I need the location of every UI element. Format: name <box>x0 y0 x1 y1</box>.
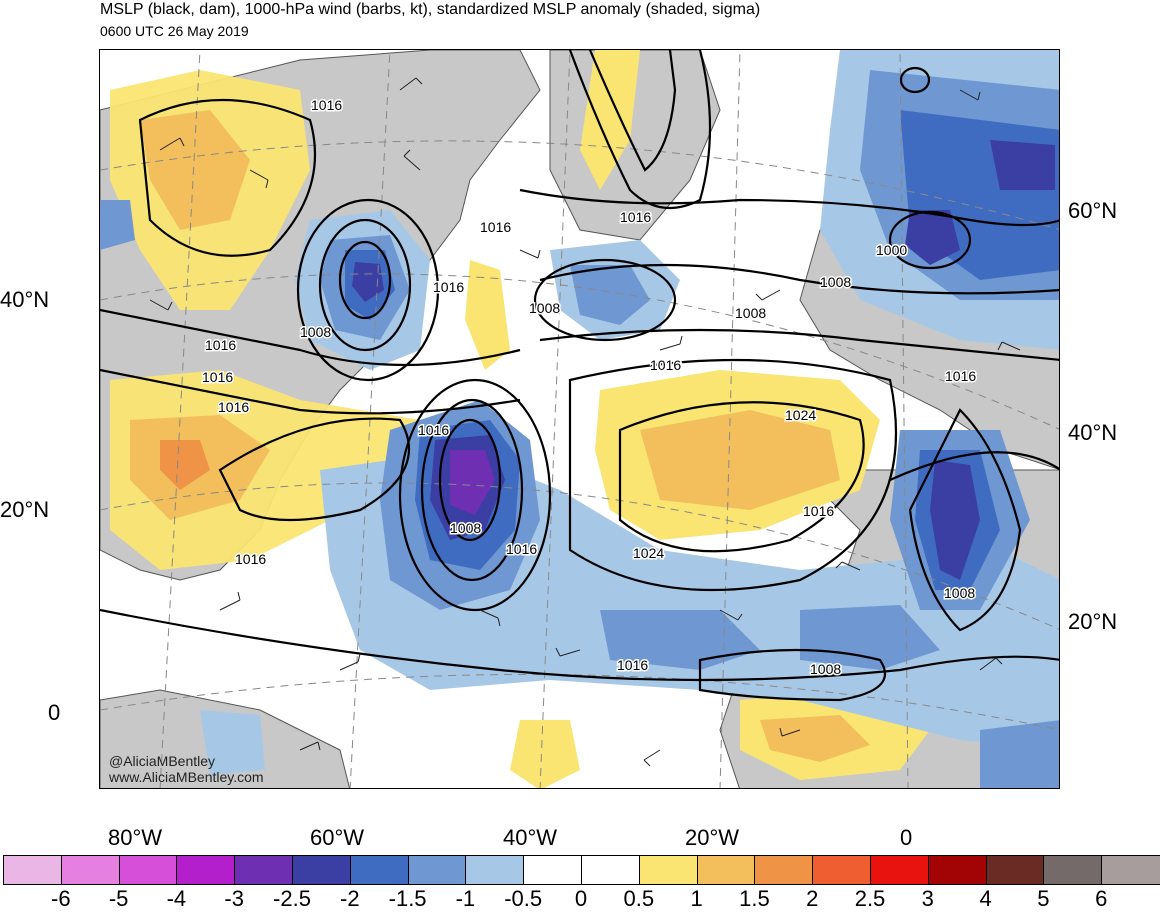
map-panel[interactable]: 1016 1016 1016 1016 1016 1008 1016 1016 … <box>99 49 1060 789</box>
colorbar-tick-label: 5 <box>1037 886 1050 911</box>
colorbar-swatch <box>870 856 929 884</box>
colorbar-tick-label: 0 <box>574 886 588 911</box>
lon-label: 80°W <box>108 825 163 850</box>
colorbar-swatch <box>697 856 756 884</box>
lat-label-left: 0 <box>48 700 61 725</box>
lat-label-left: 40°N <box>0 287 50 312</box>
contour-label: 1016 <box>617 657 648 673</box>
colorbar-swatch <box>4 856 62 884</box>
contour-label: 1016 <box>803 503 834 519</box>
colorbar-swatch <box>408 856 467 884</box>
lat-label-right: 20°N <box>1068 609 1118 634</box>
colorbar-tick-label: 2 <box>806 886 819 911</box>
contour-label: 1016 <box>433 279 464 295</box>
colorbar-swatch <box>986 856 1045 884</box>
contour-label: 1016 <box>311 97 342 113</box>
contour-label: 1016 <box>205 337 236 353</box>
anomaly-colorbar <box>3 855 1160 885</box>
colorbar-tick-label: -1 <box>455 886 476 911</box>
colorbar-swatch <box>61 856 120 884</box>
colorbar-tick-label: -2.5 <box>273 886 311 911</box>
contour-label: 1008 <box>820 274 851 290</box>
colorbar-tick-label: -0.5 <box>504 886 543 911</box>
colorbar-swatch <box>755 856 814 884</box>
colorbar-tick-label: 1 <box>690 886 703 911</box>
contour-label: 1016 <box>945 368 976 384</box>
map-title: MSLP (black, dam), 1000-hPa wind (barbs,… <box>100 1 761 18</box>
colorbar-tick-label: -4 <box>166 886 187 911</box>
credit-handle: @AliciaMBentley <box>109 753 216 769</box>
lat-label-left: 20°N <box>0 497 50 522</box>
colorbar-tick-label: 3 <box>921 886 934 911</box>
lat-label-right: 60°N <box>1068 198 1118 223</box>
contour-label: 1016 <box>235 551 266 567</box>
colorbar-tick-label: -6 <box>51 886 71 911</box>
contour-label: 1016 <box>620 209 651 225</box>
isobar-contours <box>100 50 1059 702</box>
colorbar-swatch <box>1102 856 1160 884</box>
contour-label: 1024 <box>633 545 664 561</box>
colorbar-tick-label: -2 <box>340 886 360 911</box>
colorbar-swatch <box>292 856 351 884</box>
lon-label: 40°W <box>503 825 558 850</box>
colorbar-swatch <box>466 856 525 884</box>
lon-label: 0 <box>900 825 913 850</box>
colorbar-swatch <box>524 856 582 884</box>
colorbar-swatch <box>639 856 698 884</box>
contour-label: 1016 <box>650 357 681 373</box>
contour-label: 1008 <box>810 661 841 677</box>
contour-label: 1024 <box>785 407 816 423</box>
colorbar-swatch <box>235 856 293 884</box>
graticule <box>100 50 1059 788</box>
contour-label: 1008 <box>529 300 560 316</box>
wind-barbs <box>149 77 1021 767</box>
lat-label-right: 40°N <box>1068 420 1118 445</box>
colorbar-swatch <box>581 856 640 884</box>
contour-labels: 1016 1016 1016 1016 1016 1008 1016 1016 … <box>201 96 978 679</box>
colorbar-swatch <box>119 856 178 884</box>
contour-label: 1000 <box>876 242 907 258</box>
colorbar-swatch <box>813 856 871 884</box>
contour-label: 1008 <box>735 305 766 321</box>
colorbar-swatch <box>1044 856 1103 884</box>
colorbar-tick-label: -5 <box>108 886 129 911</box>
contour-label: 1008 <box>300 324 331 340</box>
colorbar-tick-label: 1.5 <box>739 886 770 911</box>
colorbar-swatch <box>928 856 987 884</box>
lon-label: 20°W <box>685 825 740 850</box>
contour-label: 1016 <box>218 399 249 415</box>
colorbar-tick-label: 2.5 <box>854 886 886 911</box>
map-canvas: 1016 1016 1016 1016 1016 1008 1016 1016 … <box>100 50 1059 788</box>
credit-website: www.AliciaMBentley.com <box>109 769 264 785</box>
lon-label: 60°W <box>310 825 365 850</box>
contour-label: 1016 <box>418 422 449 438</box>
colorbar-swatch <box>177 856 236 884</box>
contour-label: 1008 <box>944 585 975 601</box>
contour-label: 1008 <box>450 520 481 536</box>
map-subtitle: 0600 UTC 26 May 2019 <box>100 23 249 39</box>
colorbar-tick-label: 6 <box>1095 886 1108 911</box>
colorbar-tick-label: -1.5 <box>388 886 427 911</box>
contour-label: 1016 <box>480 219 511 235</box>
colorbar-tick-label: 0.5 <box>623 886 655 911</box>
colorbar-swatch <box>350 856 409 884</box>
colorbar-tick-label: -3 <box>224 886 244 911</box>
colorbar-tick-label: 4 <box>979 886 992 911</box>
contour-label: 1016 <box>506 541 537 557</box>
contour-label: 1016 <box>202 369 233 385</box>
